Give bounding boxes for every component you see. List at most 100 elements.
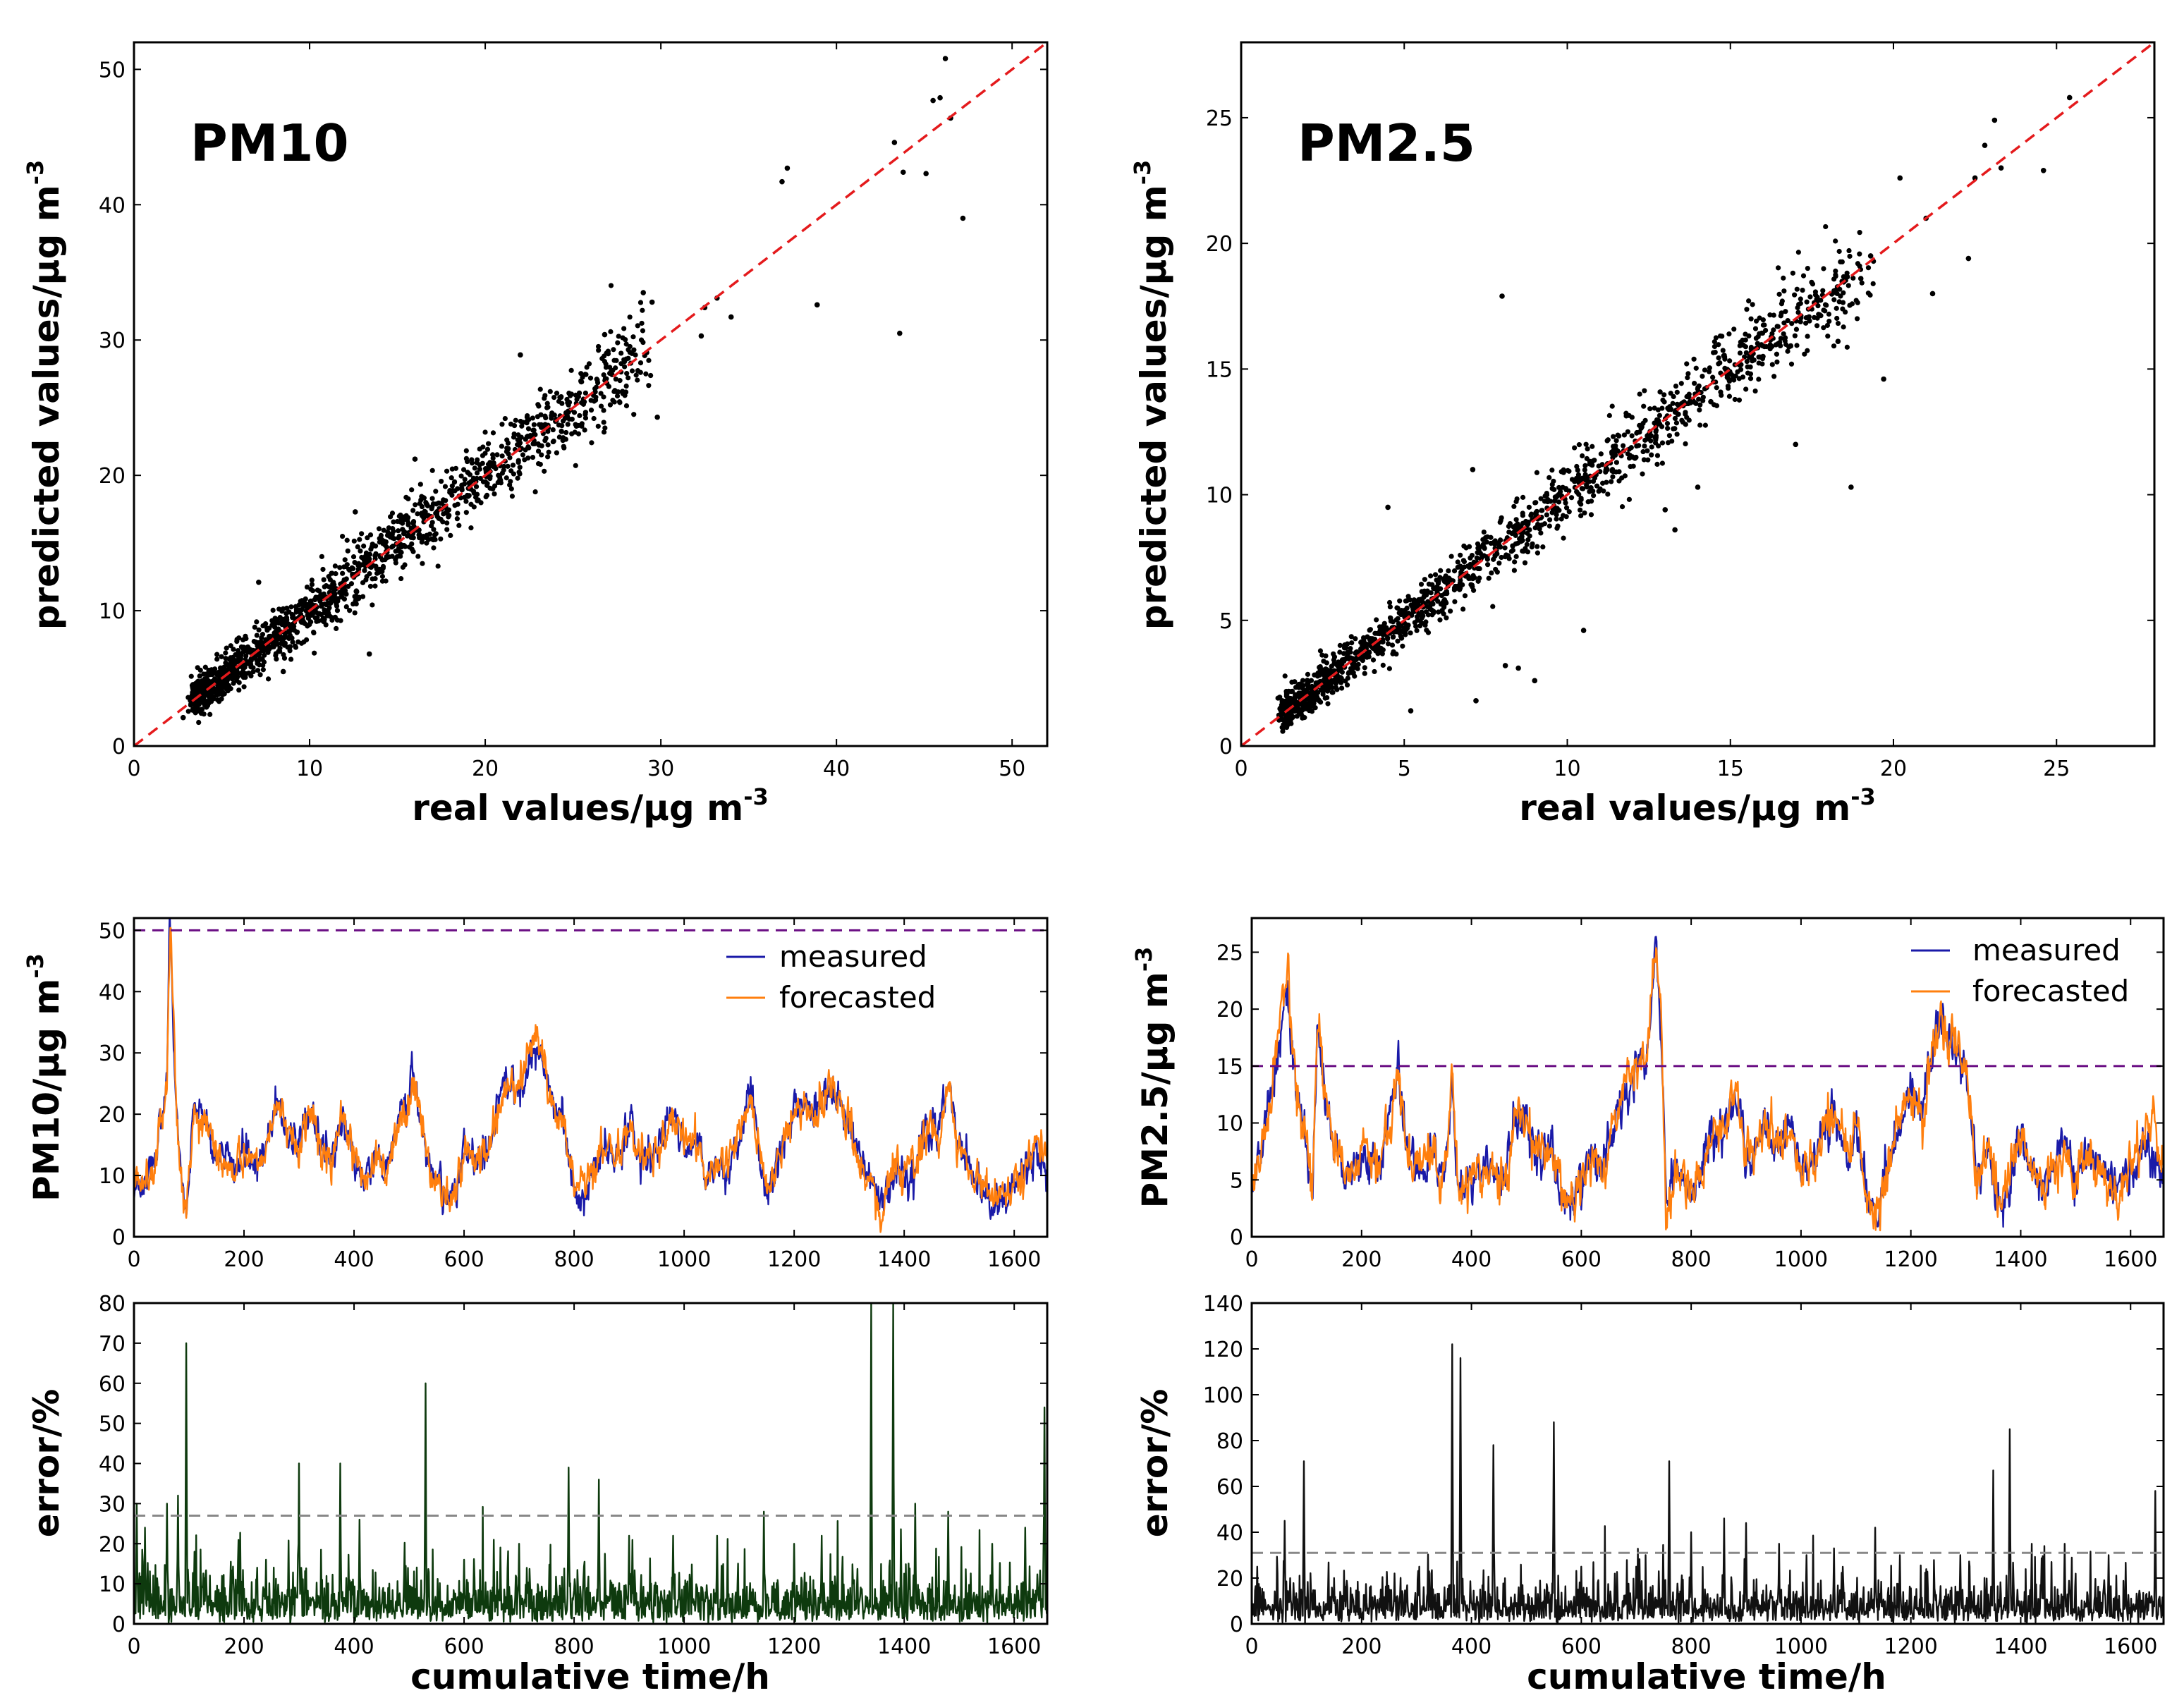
scatter-point: [544, 401, 550, 406]
x-axis-label-text: cumulative time/h: [1527, 1656, 1886, 1693]
scatter-point: [1582, 467, 1587, 473]
scatter-point: [1726, 393, 1733, 399]
scatter-point: [248, 657, 254, 663]
scatter-point: [234, 670, 240, 676]
scatter-point: [506, 451, 511, 457]
scatter-point-outlier: [1972, 175, 1978, 181]
scatter-point: [1756, 354, 1762, 360]
scatter-point: [1480, 542, 1486, 547]
scatter-point: [472, 494, 479, 500]
pm10-scatter-plot-area: [134, 42, 1047, 746]
x-tick-label: 600: [444, 1247, 484, 1272]
scatter-point: [1584, 484, 1590, 490]
scatter-point: [1436, 578, 1441, 584]
scatter-point: [225, 662, 231, 668]
scatter-point: [340, 570, 346, 576]
scatter-point: [359, 531, 365, 537]
scatter-point: [1759, 343, 1765, 348]
scatter-point: [1769, 331, 1775, 336]
scatter-point: [471, 490, 477, 496]
scatter-point: [554, 450, 559, 456]
scatter-point: [332, 563, 338, 569]
y-axis-label: PM10/µg m-3: [22, 953, 67, 1202]
x-tick-label: 800: [554, 1634, 594, 1659]
scatter-point: [396, 528, 401, 534]
scatter-point: [1678, 381, 1684, 386]
scatter-point: [1687, 399, 1692, 405]
scatter-point: [252, 624, 257, 630]
scatter-point: [290, 613, 296, 618]
scatter-point: [1492, 554, 1498, 559]
scatter-point: [1388, 616, 1393, 621]
scatter-point: [1840, 306, 1846, 312]
scatter-point: [1655, 407, 1661, 412]
scatter-point-outlier: [937, 94, 943, 101]
scatter-point: [1345, 676, 1350, 681]
scatter-point: [346, 583, 351, 589]
scatter-point: [1795, 305, 1800, 310]
scatter-point: [510, 463, 516, 468]
scatter-point: [1781, 288, 1787, 294]
scatter-point: [1574, 463, 1580, 470]
plot-frame: [1250, 917, 2165, 1238]
scatter-point: [1685, 374, 1690, 381]
scatter-point: [1582, 472, 1588, 477]
scatter-point: [565, 422, 571, 427]
scatter-point: [491, 460, 496, 466]
scatter-point: [214, 697, 221, 703]
scatter-point: [1551, 487, 1557, 492]
scatter-point: [1411, 597, 1417, 603]
scatter-point: [507, 482, 513, 488]
scatter-point-outlier: [1857, 276, 1864, 281]
scatter-point: [1439, 593, 1445, 599]
scatter-point: [601, 372, 606, 378]
scatter-point: [1722, 354, 1728, 360]
x-tick-label: 0: [1234, 757, 1247, 781]
scatter-point: [1558, 469, 1564, 475]
scatter-point: [367, 532, 374, 538]
scatter-point: [486, 474, 492, 479]
x-axis-label-superscript: -3: [1850, 783, 1876, 810]
scatter-point: [1414, 628, 1420, 633]
scatter-point: [281, 655, 288, 661]
scatter-point: [1441, 604, 1447, 609]
scatter-point: [202, 698, 208, 704]
y-tick-label: 40: [99, 1453, 126, 1477]
scatter-point: [1563, 514, 1569, 520]
x-tick-label: 10: [1554, 757, 1580, 781]
scatter-point: [577, 412, 582, 419]
scatter-point: [350, 554, 357, 560]
scatter-point: [1320, 691, 1326, 697]
scatter-point: [1653, 437, 1659, 443]
scatter-point: [1785, 348, 1790, 354]
scatter-point: [294, 609, 300, 614]
scatter-point: [601, 420, 606, 425]
scatter-point: [356, 561, 362, 566]
scatter-point: [326, 610, 331, 616]
scatter-point: [550, 427, 556, 433]
scatter-point: [1857, 251, 1862, 257]
scatter-point: [314, 618, 319, 624]
scatter-point: [1280, 728, 1286, 734]
scatter-point: [1526, 504, 1532, 510]
scatter-point: [1496, 540, 1501, 546]
scatter-point: [1395, 638, 1401, 644]
scatter-point: [622, 364, 628, 369]
scatter-point: [431, 545, 437, 551]
scatter-point: [601, 429, 607, 435]
scatter-point: [1338, 685, 1345, 691]
scatter-point: [1642, 388, 1647, 393]
scatter-point: [607, 402, 614, 408]
scatter-point: [260, 623, 266, 629]
y-axis-label: predicted values/µg m-3: [22, 160, 67, 630]
scatter-point: [525, 444, 531, 450]
scatter-point: [422, 509, 428, 515]
scatter-point: [1625, 429, 1630, 434]
x-tick-label: 200: [1341, 1634, 1381, 1659]
scatter-point: [352, 594, 358, 599]
scatter-point-outlier: [1897, 175, 1903, 181]
scatter-point: [1679, 417, 1685, 423]
scatter-point: [1344, 682, 1350, 688]
scatter-point: [322, 610, 327, 616]
scatter-point: [613, 365, 618, 371]
